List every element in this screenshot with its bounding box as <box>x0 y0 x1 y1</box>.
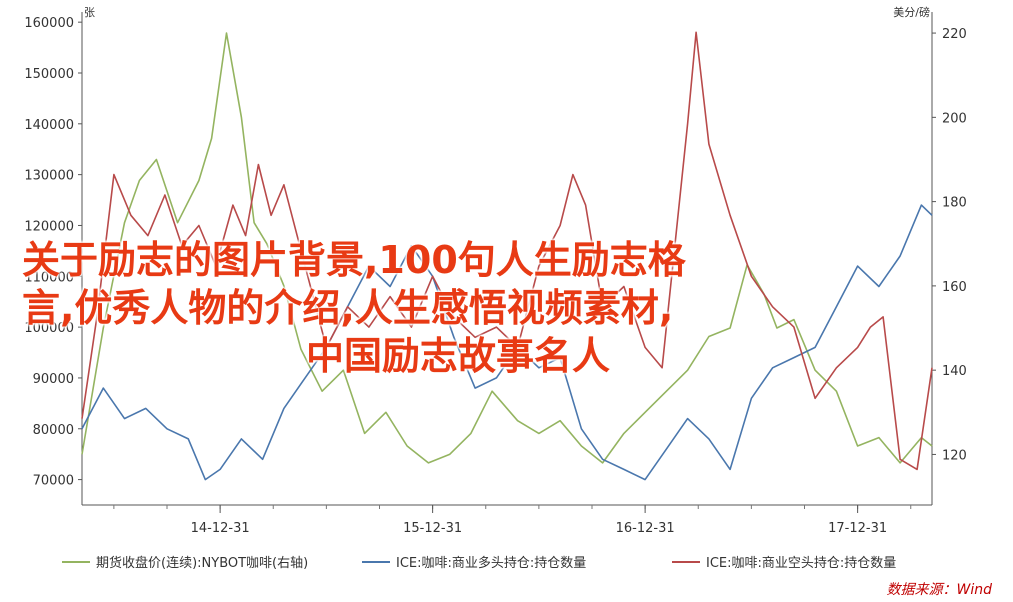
x-axis-tick-label: 15-12-31 <box>403 521 462 536</box>
right-axis-tick-label: 200 <box>942 111 967 126</box>
series-line-2 <box>81 204 933 481</box>
legend-label-2: ICE:咖啡:商业多头持仓:持仓数量 <box>396 555 586 571</box>
left-axis-tick-label: 160000 <box>24 16 74 31</box>
left-axis-tick-label: 150000 <box>24 67 74 82</box>
x-axis-tick-label: 14-12-31 <box>191 521 250 536</box>
right-axis-tick-label: 140 <box>942 364 967 379</box>
overlay-line-1: 关于励志的图片背景,100句人生励志格 <box>22 238 686 282</box>
right-axis-tick-label: 160 <box>942 280 967 295</box>
left-axis-tick-label: 140000 <box>24 118 74 133</box>
x-axis-tick-label: 17-12-31 <box>828 521 887 536</box>
overlay-line-3: 中国励志故事名人 <box>306 334 611 378</box>
source-label: 数据来源：Wind <box>887 582 993 598</box>
left-axis-tick-label: 100000 <box>24 321 74 336</box>
left-axis-tick-label: 70000 <box>33 474 74 489</box>
left-axis-tick-label: 80000 <box>33 423 74 438</box>
left-axis-tick-label: 110000 <box>24 270 74 285</box>
right-axis-tick-label: 180 <box>942 196 967 211</box>
x-axis-tick-label: 16-12-31 <box>616 521 675 536</box>
left-axis-tick-label: 130000 <box>24 169 74 184</box>
right-axis-unit: 美分/磅 <box>893 5 930 19</box>
right-axis-tick-label: 220 <box>942 27 967 42</box>
left-axis-tick-label: 120000 <box>24 219 74 234</box>
left-axis-tick-label: 90000 <box>33 372 74 387</box>
series-line-3 <box>81 31 933 471</box>
right-axis-tick-label: 120 <box>942 448 967 463</box>
legend-label-3: ICE:咖啡:商业空头持仓:持仓数量 <box>706 556 896 571</box>
legend-label-1: 期货收盘价(连续):NYBOT咖啡(右轴) <box>96 555 308 571</box>
overlay-line-2: 言,优秀人物的介绍,人生感悟视频素材, <box>22 286 674 330</box>
left-axis-unit: 张 <box>84 6 95 19</box>
